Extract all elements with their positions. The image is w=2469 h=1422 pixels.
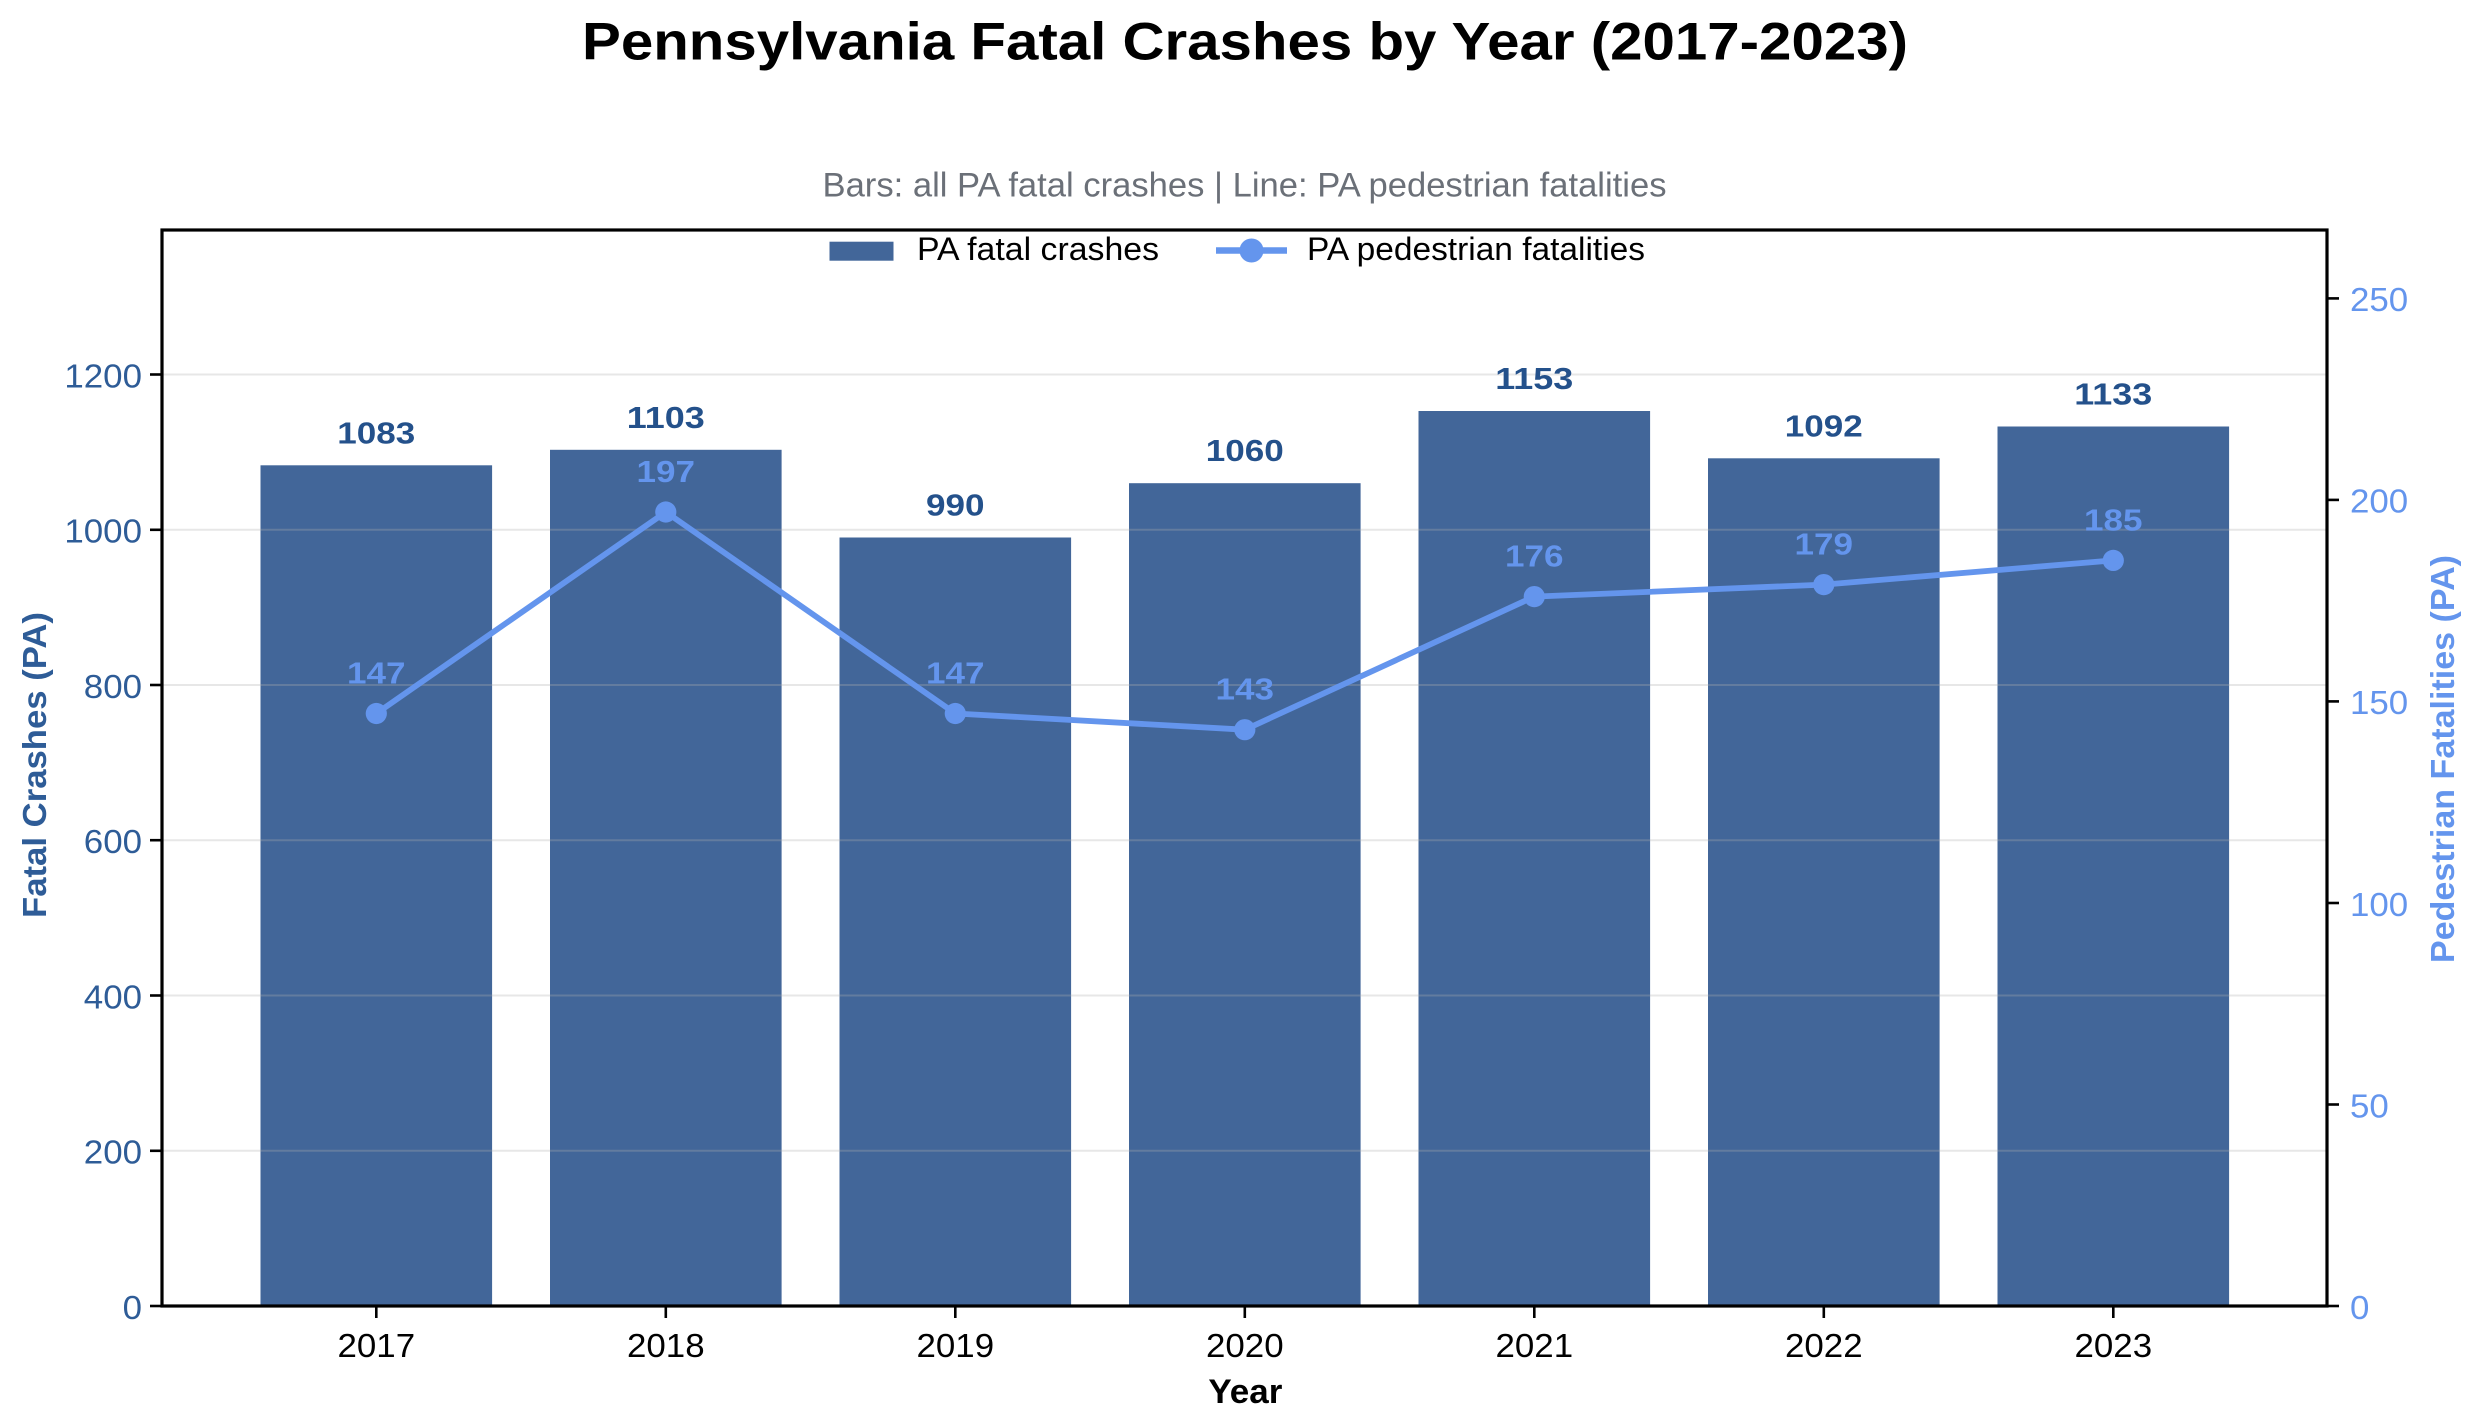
svg-text:2021: 2021 [1496,1327,1574,1364]
svg-text:200: 200 [84,1134,142,1171]
svg-text:1000: 1000 [64,513,142,550]
svg-text:PA fatal crashes: PA fatal crashes [917,231,1159,267]
svg-text:1133: 1133 [2074,377,2152,412]
svg-text:1153: 1153 [1495,361,1573,396]
svg-text:143: 143 [1216,672,1275,707]
svg-text:100: 100 [2350,886,2408,923]
svg-text:147: 147 [347,656,406,691]
svg-text:185: 185 [2084,502,2143,537]
svg-text:Fatal Crashes (PA): Fatal Crashes (PA) [16,612,53,918]
svg-text:2018: 2018 [627,1327,705,1364]
svg-text:1060: 1060 [1206,433,1284,468]
svg-text:50: 50 [2350,1087,2389,1124]
svg-text:2017: 2017 [338,1327,416,1364]
svg-text:250: 250 [2350,281,2408,318]
svg-text:Bars: all PA fatal crashes | L: Bars: all PA fatal crashes | Line: PA pe… [823,167,1667,205]
svg-text:400: 400 [84,978,142,1015]
svg-text:150: 150 [2350,684,2408,721]
svg-text:Pennsylvania Fatal Crashes by: Pennsylvania Fatal Crashes by Year (2017… [582,13,1908,72]
svg-text:179: 179 [1795,527,1854,562]
svg-text:147: 147 [926,656,985,691]
svg-text:2020: 2020 [1206,1327,1284,1364]
svg-text:1083: 1083 [337,415,415,450]
svg-text:990: 990 [926,488,985,523]
svg-text:PA pedestrian fatalities: PA pedestrian fatalities [1307,231,1645,267]
svg-text:Pedestrian Fatalities (PA): Pedestrian Fatalities (PA) [2424,555,2461,963]
svg-text:200: 200 [2350,483,2408,520]
svg-text:1103: 1103 [627,400,705,435]
svg-text:1092: 1092 [1785,408,1863,443]
svg-text:2022: 2022 [1785,1327,1863,1364]
svg-text:0: 0 [123,1289,142,1326]
svg-text:1200: 1200 [64,357,142,394]
svg-text:0: 0 [2350,1289,2369,1326]
svg-text:176: 176 [1505,539,1564,574]
svg-text:2023: 2023 [2075,1327,2153,1364]
svg-text:197: 197 [637,454,696,489]
svg-text:600: 600 [84,823,142,860]
svg-text:800: 800 [84,668,142,705]
svg-text:Year: Year [1208,1373,1282,1411]
svg-text:2019: 2019 [917,1327,995,1364]
